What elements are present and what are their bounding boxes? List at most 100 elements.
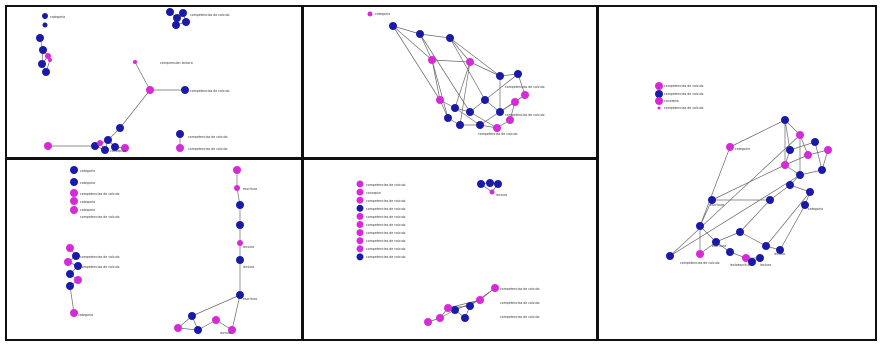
- graph-node: [655, 97, 663, 105]
- graph-node: [356, 221, 364, 228]
- graph-node: [64, 258, 72, 266]
- graph-node: [42, 68, 50, 76]
- edge: [669, 134, 801, 257]
- edge: [419, 33, 451, 39]
- edge: [119, 89, 151, 129]
- edge: [454, 107, 481, 126]
- graph-node: [70, 189, 78, 197]
- node-label: lectoescritura: [730, 263, 752, 267]
- edge: [715, 231, 741, 243]
- node-label: competencias de calculo: [664, 92, 704, 96]
- node-label: lectura: [760, 263, 771, 267]
- node-label: categoria: [50, 15, 65, 19]
- panel-frames: [5, 5, 877, 341]
- graph-node: [48, 58, 52, 62]
- node-label: competencias de calculo: [366, 183, 406, 187]
- graph-node: [356, 253, 364, 261]
- graph-node: [514, 70, 522, 78]
- graph-node: [66, 270, 74, 278]
- graph-node: [477, 180, 485, 188]
- graph-node: [70, 197, 78, 205]
- graph-node: [496, 72, 504, 80]
- graph-node: [166, 8, 174, 16]
- node-label: competencias de calculo: [366, 231, 406, 235]
- graph-node: [486, 179, 494, 187]
- edge: [711, 164, 786, 201]
- node-label: categoria: [808, 207, 823, 211]
- graph-node: [801, 201, 809, 209]
- graph-node: [428, 56, 436, 64]
- edge: [469, 111, 498, 129]
- edge: [814, 141, 823, 171]
- graph-node: [818, 166, 826, 174]
- graph-node: [174, 324, 182, 332]
- graph-node: [70, 166, 78, 174]
- node-label: categoria: [80, 208, 95, 212]
- edge: [392, 25, 441, 101]
- edge: [484, 73, 519, 101]
- graph-node: [451, 104, 459, 112]
- node-label: competencias de calculo: [80, 192, 120, 196]
- node-label: categoria: [80, 169, 95, 173]
- edge: [459, 61, 471, 126]
- graph-node: [111, 143, 119, 151]
- graph-node: [74, 276, 82, 284]
- graph-node: [188, 312, 196, 320]
- edge: [789, 141, 816, 151]
- graph-node: [172, 21, 180, 29]
- graph-node: [436, 314, 444, 322]
- graph-node: [97, 140, 103, 146]
- panel-frame: [597, 5, 877, 341]
- graph-node: [104, 136, 112, 144]
- edge: [739, 199, 771, 233]
- edge: [765, 191, 811, 247]
- graph-node: [489, 189, 495, 195]
- graph-node: [436, 96, 444, 104]
- graph-node: [44, 142, 52, 150]
- graph-node: [657, 106, 661, 110]
- node-label: competencias de calculo: [190, 13, 230, 17]
- graph-node: [236, 201, 244, 209]
- graph-node: [70, 206, 78, 214]
- node-label: conceptos: [110, 149, 127, 153]
- graph-node: [181, 86, 189, 94]
- graph-node: [726, 143, 734, 151]
- edge: [729, 119, 786, 148]
- edge: [449, 37, 471, 63]
- edge: [769, 184, 791, 201]
- graph-node: [228, 326, 236, 334]
- panel-frame: [5, 5, 303, 159]
- node-label: escritura: [243, 187, 257, 191]
- graph-node: [39, 46, 47, 54]
- node-label: competencias de calculo: [500, 301, 540, 305]
- edge: [392, 25, 433, 61]
- node-label: competencias de calculo: [366, 247, 406, 251]
- graph-node: [121, 144, 129, 152]
- graph-node: [182, 18, 190, 26]
- graph-node: [666, 252, 674, 260]
- edge: [779, 204, 806, 251]
- node-label: competencias de calculo: [366, 255, 406, 259]
- edge: [431, 59, 449, 119]
- graph-node: [66, 282, 74, 290]
- graph-node: [811, 138, 819, 146]
- graph-node: [72, 252, 80, 260]
- graph-node: [133, 60, 137, 64]
- node-label: categoria: [735, 147, 750, 151]
- graph-node: [781, 161, 789, 169]
- node-label: competencias de calculo: [478, 132, 518, 136]
- node-label: competencias de calculo: [366, 215, 406, 219]
- graph-node: [696, 222, 704, 230]
- graph-node: [781, 116, 789, 124]
- graph-node: [444, 114, 452, 122]
- graph-node: [444, 304, 452, 312]
- graph-node: [356, 196, 364, 204]
- graph-node: [481, 96, 489, 104]
- graph-node: [766, 196, 774, 204]
- edge: [449, 37, 501, 77]
- graph-node: [234, 185, 240, 191]
- graph-node: [45, 53, 51, 59]
- graph-node: [70, 309, 78, 317]
- node-label: competencias de calculo: [190, 89, 230, 93]
- node-label: lectura: [220, 331, 231, 335]
